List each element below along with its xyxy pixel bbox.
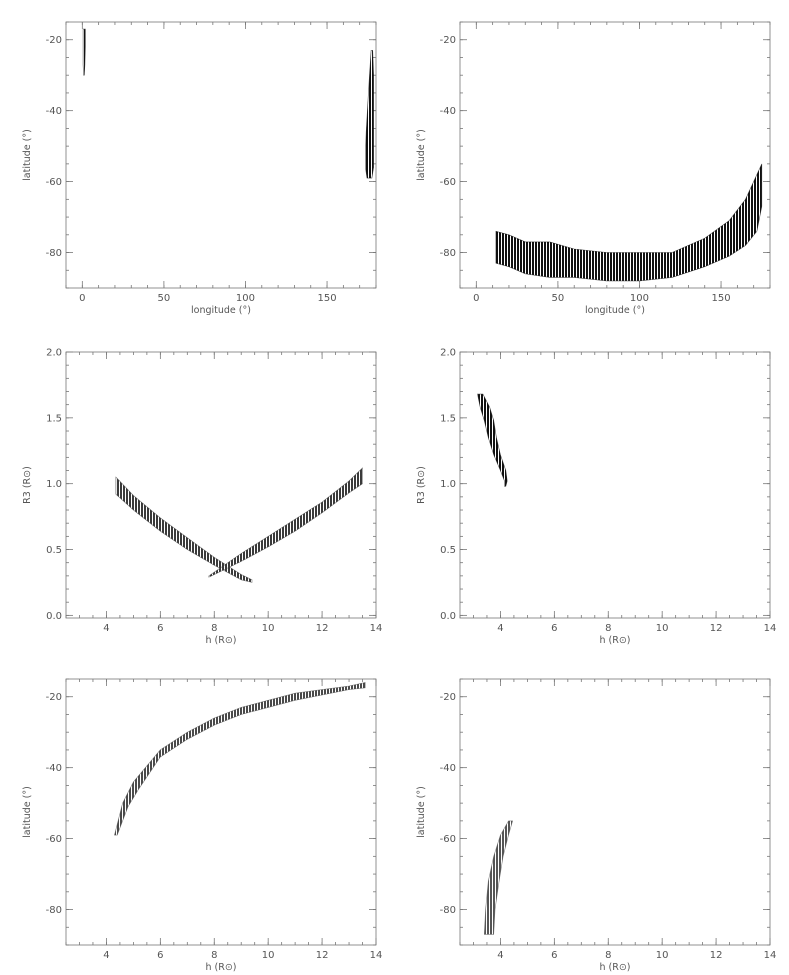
plot-frame <box>459 21 771 289</box>
y-tick-label: -20 <box>440 35 456 46</box>
x-tick-label: 8 <box>211 950 217 961</box>
x-tick-label: 0 <box>473 293 479 304</box>
y-tick-label: 0.0 <box>46 611 62 622</box>
x-axis-label: h (R⊙) <box>205 635 236 646</box>
x-tick-label: 0 <box>79 293 85 304</box>
x-tick-label: 6 <box>157 950 163 961</box>
x-tick-label: 14 <box>764 623 777 634</box>
y-tick-label: 1.0 <box>46 479 62 490</box>
data-region <box>365 50 374 179</box>
x-tick-label: 8 <box>605 950 611 961</box>
y-tick-label: -40 <box>46 763 62 774</box>
y-tick-label: -80 <box>440 905 456 916</box>
y-tick-label: 2.0 <box>440 348 456 359</box>
x-tick-label: 50 <box>158 293 171 304</box>
y-tick-label: 0.0 <box>440 611 456 622</box>
plot-frame <box>459 678 771 946</box>
x-axis-label: h (R⊙) <box>205 962 236 973</box>
data-region <box>82 28 86 76</box>
y-tick-label: -20 <box>46 692 62 703</box>
y-tick-label: -80 <box>46 248 62 259</box>
plot-frame <box>65 678 377 946</box>
x-tick-label: 100 <box>236 293 255 304</box>
y-axis-label: R3 (R⊙) <box>416 466 427 504</box>
x-tick-label: 12 <box>710 623 723 634</box>
y-tick-label: -60 <box>440 177 456 188</box>
y-tick-label: -40 <box>440 106 456 117</box>
y-tick-label: -40 <box>440 763 456 774</box>
x-tick-label: 12 <box>316 623 329 634</box>
y-tick-label: 1.5 <box>46 413 62 424</box>
x-tick-label: 50 <box>552 293 565 304</box>
x-tick-label: 8 <box>211 623 217 634</box>
x-tick-label: 4 <box>497 623 503 634</box>
y-axis-label: R3 (R⊙) <box>22 466 33 504</box>
y-axis-label: latitude (°) <box>416 129 427 181</box>
y-tick-label: -20 <box>46 35 62 46</box>
plot-frame <box>65 21 377 289</box>
panel-5: 4 6 8 10 12 14 -20 -40 -60 -80 h (R⊙) latitude (°) <box>22 678 383 973</box>
x-tick-label: 12 <box>316 950 329 961</box>
x-tick-label: 10 <box>656 950 669 961</box>
x-tick-label: 6 <box>157 623 163 634</box>
x-tick-label: 8 <box>605 623 611 634</box>
x-tick-label: 100 <box>630 293 649 304</box>
y-axis-label: latitude (°) <box>22 786 33 838</box>
y-tick-label: -60 <box>440 834 456 845</box>
data-region <box>114 682 366 836</box>
x-tick-label: 6 <box>551 623 557 634</box>
x-tick-label: 10 <box>262 623 275 634</box>
y-tick-label: -80 <box>440 248 456 259</box>
x-tick-label: 4 <box>103 950 109 961</box>
data-region <box>115 476 253 583</box>
data-region <box>495 163 763 282</box>
x-tick-label: 14 <box>764 950 777 961</box>
x-tick-label: 10 <box>262 950 275 961</box>
y-tick-label: 2.0 <box>46 348 62 359</box>
x-axis-label: longitude (°) <box>585 305 645 316</box>
y-tick-label: -20 <box>440 692 456 703</box>
y-tick-label: 1.0 <box>440 479 456 490</box>
x-axis-label: h (R⊙) <box>599 962 630 973</box>
y-tick-label: 0.5 <box>46 545 62 556</box>
y-tick-label: -80 <box>46 905 62 916</box>
y-tick-label: -60 <box>46 834 62 845</box>
x-axis-label: longitude (°) <box>191 305 251 316</box>
x-tick-label: 150 <box>318 293 337 304</box>
x-tick-label: 4 <box>103 623 109 634</box>
x-tick-label: 4 <box>497 950 503 961</box>
panel-1: 0 50 100 150 -20 -40 -60 -80 longitude (°) latitu… <box>22 21 377 316</box>
x-tick-label: 12 <box>710 950 723 961</box>
plot-frame <box>459 351 771 619</box>
panel-4: 4 6 8 10 12 14 0.0 0.5 1.0 1.5 2.0 h (R⊙) R3 (R⊙) <box>416 348 777 647</box>
y-tick-label: 0.5 <box>440 545 456 556</box>
y-tick-label: 1.5 <box>440 413 456 424</box>
x-tick-label: 10 <box>656 623 669 634</box>
x-tick-label: 14 <box>370 950 383 961</box>
y-axis-label: latitude (°) <box>22 129 33 181</box>
y-tick-label: -40 <box>46 106 62 117</box>
data-region <box>208 467 363 578</box>
y-axis-label: latitude (°) <box>416 786 427 838</box>
y-tick-label: -60 <box>46 177 62 188</box>
panel-6: 4 6 8 10 12 14 -20 -40 -60 -80 h (R⊙) latitude (°) <box>416 678 777 973</box>
x-tick-label: 6 <box>551 950 557 961</box>
x-tick-label: 150 <box>712 293 731 304</box>
panel-2: 0 50 100 150 -20 -40 -60 -80 longitude (°) latitu… <box>416 21 771 316</box>
data-region <box>483 820 513 935</box>
data-region <box>477 393 508 487</box>
x-tick-label: 14 <box>370 623 383 634</box>
panel-3: 4 6 8 10 12 14 0.0 0.5 1.0 1.5 2.0 h (R⊙) R3 (R⊙) <box>22 348 383 647</box>
plot-frame <box>65 351 377 619</box>
x-axis-label: h (R⊙) <box>599 635 630 646</box>
